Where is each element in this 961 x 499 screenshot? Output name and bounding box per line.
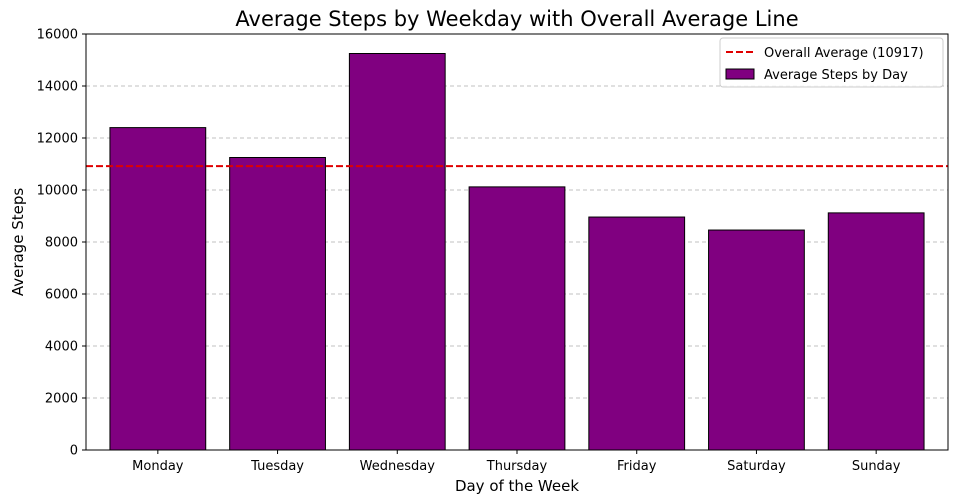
- x-tick-label: Tuesday: [250, 459, 304, 474]
- y-tick-label: 16000: [37, 28, 78, 43]
- y-tick-label: 4000: [45, 340, 78, 355]
- legend-bar-label: Average Steps by Day: [764, 68, 908, 83]
- y-tick-label: 14000: [37, 80, 78, 95]
- y-tick-label: 10000: [37, 184, 78, 199]
- y-tick-label: 6000: [45, 288, 78, 303]
- x-axis-label: Day of the Week: [455, 477, 579, 495]
- x-tick-label: Friday: [617, 459, 657, 474]
- legend: Overall Average (10917) Average Steps by…: [719, 37, 944, 88]
- y-axis-ticks: 0 2000 4000 6000 8000 10000 12000 14000 16000: [37, 28, 86, 459]
- bar-sunday: [827, 212, 925, 451]
- bar-saturday: [708, 229, 805, 451]
- bar-wednesday: [348, 53, 446, 451]
- y-tick-label: 2000: [45, 392, 78, 407]
- y-tick-label: 12000: [37, 132, 78, 147]
- bar-thursday: [468, 186, 566, 451]
- chart-title: Average Steps by Weekday with Overall Av…: [235, 7, 798, 31]
- x-tick-label: Wednesday: [360, 459, 436, 474]
- legend-reference-line-label: Overall Average (10917): [764, 46, 924, 61]
- bars: [109, 53, 925, 451]
- x-axis-ticks: Monday Tuesday Wednesday Thursday Friday Satu…: [132, 450, 901, 474]
- bar-tuesday: [229, 157, 326, 451]
- x-tick-label: Sunday: [852, 459, 901, 474]
- legend-bar-swatch: [725, 68, 755, 80]
- x-tick-label: Saturday: [727, 459, 786, 474]
- bar-monday: [109, 127, 207, 451]
- legend-frame: [719, 37, 944, 88]
- y-tick-label: 8000: [45, 236, 78, 251]
- bar-friday: [588, 216, 686, 451]
- y-axis-label: Average Steps: [9, 188, 27, 297]
- y-tick-label: 0: [70, 444, 78, 459]
- x-tick-label: Monday: [132, 459, 184, 474]
- x-tick-label: Thursday: [486, 459, 548, 474]
